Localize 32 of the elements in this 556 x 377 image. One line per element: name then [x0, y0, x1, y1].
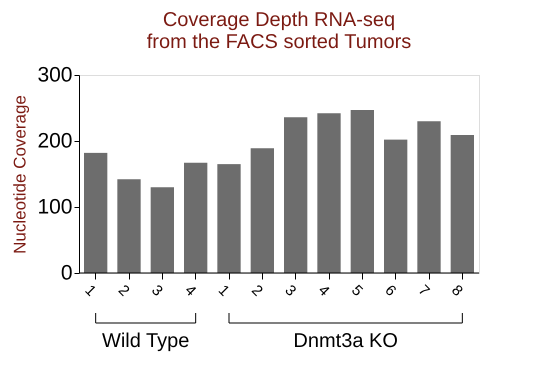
bar	[150, 187, 174, 273]
y-tick-label: 300	[37, 64, 72, 86]
bar	[317, 113, 341, 273]
text: Dnmt3a KO	[293, 330, 398, 352]
x-tick-label: 4	[314, 282, 333, 300]
x-tick-label: 5	[348, 282, 366, 300]
y-tick-label: 0	[60, 262, 72, 284]
x-tick-label: 4	[181, 282, 200, 300]
chart-title: Coverage Depth RNA-seq from the FACS sorted Tumors	[146, 9, 412, 53]
y-axis-title: Nucleotide Coverage	[10, 95, 30, 254]
y-tick-label: 100	[37, 196, 72, 218]
x-tick-label: 2	[114, 282, 133, 300]
bar	[350, 110, 374, 273]
x-tick-label: 1	[81, 282, 100, 300]
x-tick-label: 1	[214, 282, 233, 300]
bar	[250, 148, 274, 273]
x-tick-label: 8	[448, 282, 466, 300]
y-tick-label: 200	[37, 130, 72, 152]
bar	[184, 162, 208, 273]
bar	[117, 179, 141, 273]
x-tick-label: 3	[281, 282, 300, 300]
bar	[284, 117, 308, 273]
bar	[450, 135, 474, 273]
bar	[384, 140, 408, 273]
bar	[417, 121, 441, 273]
x-tick-label: 3	[148, 282, 166, 300]
bar	[217, 164, 241, 273]
x-tick-label: 2	[248, 282, 266, 300]
text: Wild Type	[102, 330, 190, 352]
x-tick-label: 7	[414, 282, 433, 300]
x-tick-label: 6	[381, 282, 400, 300]
bar	[84, 152, 108, 273]
